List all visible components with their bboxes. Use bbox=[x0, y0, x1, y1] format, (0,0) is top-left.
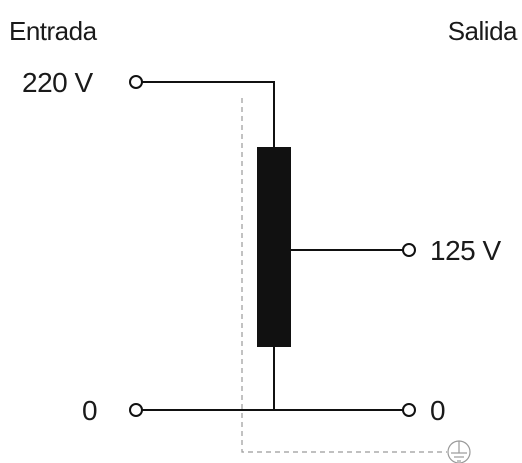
transformer-winding bbox=[257, 147, 291, 347]
output-125v-label: 125 V bbox=[430, 235, 501, 266]
terminal-circle-icon bbox=[402, 243, 416, 257]
terminal-circle-icon bbox=[129, 75, 143, 89]
terminal-circle-icon bbox=[129, 403, 143, 417]
output-header: Salida bbox=[448, 16, 518, 46]
terminal-circle-icon bbox=[402, 403, 416, 417]
ground-icon bbox=[447, 440, 471, 463]
ground-dashed-line bbox=[241, 98, 447, 453]
input-header: Entrada bbox=[9, 16, 98, 46]
output-zero-label: 0 bbox=[430, 395, 445, 426]
input-top-wire bbox=[142, 81, 275, 148]
input-220v-label: 220 V bbox=[22, 67, 93, 98]
input-zero-label: 0 bbox=[82, 395, 97, 426]
